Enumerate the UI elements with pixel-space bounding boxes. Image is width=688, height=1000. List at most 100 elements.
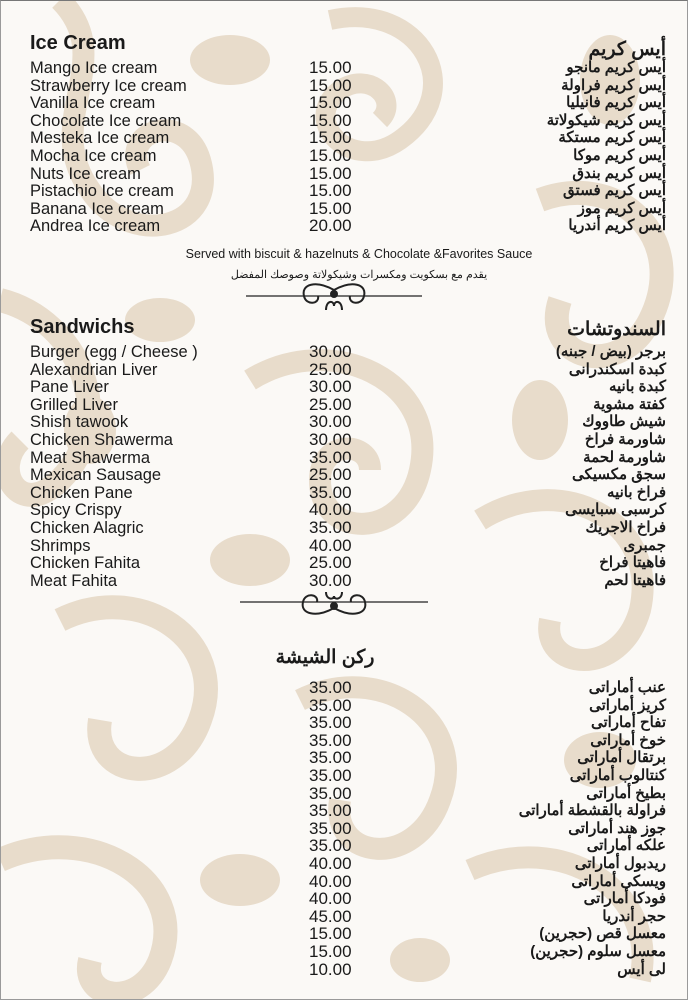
item-name-ar: معسل قص (حجرين) [539,925,666,943]
menu-item: Chicken Alagric 35.00 فراخ الاجريك [0,519,688,537]
ice-cream-title-ar: أيس كريم [588,39,666,60]
item-price: 35.00 [309,766,352,785]
item-name-en: Chocolate Ice cream [30,110,182,130]
menu-item: Chicken Shawerma 30.00 شاورمة فراخ [0,431,688,449]
shisha-title-ar: ركن الشيشة [275,647,375,668]
item-name-ar: حجر أندريا [602,907,666,925]
menu-item: 10.00 لى أيس [0,959,688,979]
item-name-ar: سجق مكسيكى [572,466,666,484]
item-price: 35.00 [309,730,352,750]
item-name-ar: برتقال أماراتى [577,749,666,767]
item-name-ar: تفاح أماراتى [590,714,666,732]
item-name-en: Meat Shawerma [30,447,151,467]
item-price: 40.00 [309,871,352,891]
item-name-ar: خوخ أماراتى [590,731,666,749]
item-name-ar: أيس كريم مستكة [558,129,666,147]
item-name-en: Pistachio Ice cream [30,181,174,201]
item-price: 40.00 [309,854,352,873]
menu-item: 35.00 كريز أماراتى [0,695,688,715]
item-price: 25.00 [309,553,352,573]
item-price: 40.00 [309,889,352,909]
item-name-ar: أيس كريم فانيليا [566,94,666,112]
item-price: 35.00 [309,482,352,502]
item-name-en: Banana Ice cream [30,198,164,218]
item-price: 35.00 [309,678,352,697]
item-name-en: Andrea Ice cream [30,216,161,236]
item-name-ar: فاهيتا لحم [604,571,666,589]
item-name-en: Chicken Fahita [30,553,140,573]
item-name-ar: علكه أماراتى [586,837,666,855]
item-price: 40.00 [309,500,352,520]
menu-item: Pane Liver 30.00 كبدة بانيه [0,378,688,396]
item-price: 35.00 [309,783,352,803]
item-price: 35.00 [309,801,352,821]
menu-item: Nuts Ice cream 15.00 أيس كريم بندق [0,163,688,183]
item-price: 25.00 [309,394,352,414]
item-name-ar: جمبرى [623,536,667,554]
item-price: 15.00 [309,110,352,130]
item-name-ar: برجر (بيض / جبنه) [555,343,666,360]
menu-item: Spicy Crispy 40.00 كرسبى سبايسى [0,501,688,519]
item-price: 15.00 [309,198,352,218]
menu-item: 35.00 فراولة بالقشطة أماراتى [0,802,688,820]
item-price: 25.00 [309,359,352,379]
menu-item: 40.00 فودكا أماراتى [0,890,688,908]
item-name-ar: لى أيس [617,960,666,978]
item-price: 20.00 [309,216,352,236]
menu-item: Shish tawook 30.00 شيش طاووك [0,413,688,431]
menu-item: Andrea Ice cream 20.00 أيس كريم أندريا [0,217,688,235]
sandwiches-title-en: Sandwichs [30,316,135,338]
menu-item: 35.00 خوخ أماراتى [0,732,688,750]
menu-item: 40.00 ويسكى أماراتى [0,871,688,891]
item-name-ar: أيس كريم فراولة [561,76,666,94]
item-name-en: Pane Liver [30,377,109,397]
item-name-ar: شاورمة لحمة [583,448,666,466]
item-name-ar: فاهيتا فراخ [599,554,666,572]
item-name-en: Mango Ice cream [30,58,158,77]
item-name-en: Nuts Ice cream [30,163,141,183]
item-name-ar: أيس كريم مانجو [566,59,666,76]
menu-item: 35.00 بطيخ أماراتى [0,783,688,803]
menu-item: Meat Shawerma 35.00 شاورمة لحمة [0,447,688,467]
menu-item: 35.00 عنب أماراتى [0,679,688,697]
item-name-en: Strawberry Ice cream [30,75,187,95]
item-name-en: Mocha Ice cream [30,146,157,165]
item-price: 25.00 [309,465,352,485]
item-name-ar: أيس كريم موكا [573,147,666,164]
item-price: 40.00 [309,535,352,555]
item-name-en: Burger (egg / Cheese ) [30,342,198,361]
menu-item: Meat Fahita 30.00 فاهيتا لحم [0,572,688,590]
menu-item: 40.00 ريدبول أماراتى [0,855,688,873]
menu-item: 35.00 جوز هند أماراتى [0,820,688,838]
item-price: 15.00 [309,75,352,95]
item-name-ar: أيس كريم فستق [563,182,666,200]
menu-item: Strawberry Ice cream 15.00 أيس كريم فراولة [0,75,688,95]
item-name-ar: جوز هند أماراتى [568,819,666,837]
item-name-ar: ويسكى أماراتى [571,872,666,890]
item-name-ar: ريدبول أماراتى [574,855,666,872]
item-name-en: Shish tawook [30,412,129,432]
ice-cream-title-en: Ice Cream [30,32,126,54]
item-price: 30.00 [309,570,352,590]
item-name-ar: شيش طاووك [582,413,666,431]
item-price: 35.00 [309,518,352,537]
menu-item: 45.00 حجر أندريا [0,908,688,926]
item-price: 35.00 [309,836,352,856]
menu-item: Mexican Sausage 25.00 سجق مكسيكى [0,466,688,484]
ice-cream-note-ar: يقدم مع بسكويت ومكسرات وشيكولاتة وصوصك ا… [230,269,488,281]
item-price: 10.00 [309,959,352,979]
item-name-en: Chicken Alagric [30,518,144,537]
menu-item: Mesteka Ice cream 15.00 أيس كريم مستكة [0,129,688,147]
item-price: 35.00 [309,695,352,715]
item-name-en: Spicy Crispy [30,500,122,520]
item-name-ar: كرسبى سبايسى [565,501,666,519]
item-name-en: Mexican Sausage [30,465,162,485]
item-name-en: Meat Fahita [30,570,118,590]
menu-item: 35.00 كنتالوب أماراتى [0,767,688,785]
item-name-ar: فراولة بالقشطة أماراتى [518,802,666,820]
item-name-ar: أيس كريم شيكولاتة [546,111,666,129]
menu-item: Burger (egg / Cheese ) 30.00 برجر (بيض / ج… [0,343,688,361]
menu-item: Shrimps 40.00 جمبرى [0,535,688,555]
ornament-divider [246,283,422,311]
item-name-ar: أيس كريم أندريا [568,217,666,235]
